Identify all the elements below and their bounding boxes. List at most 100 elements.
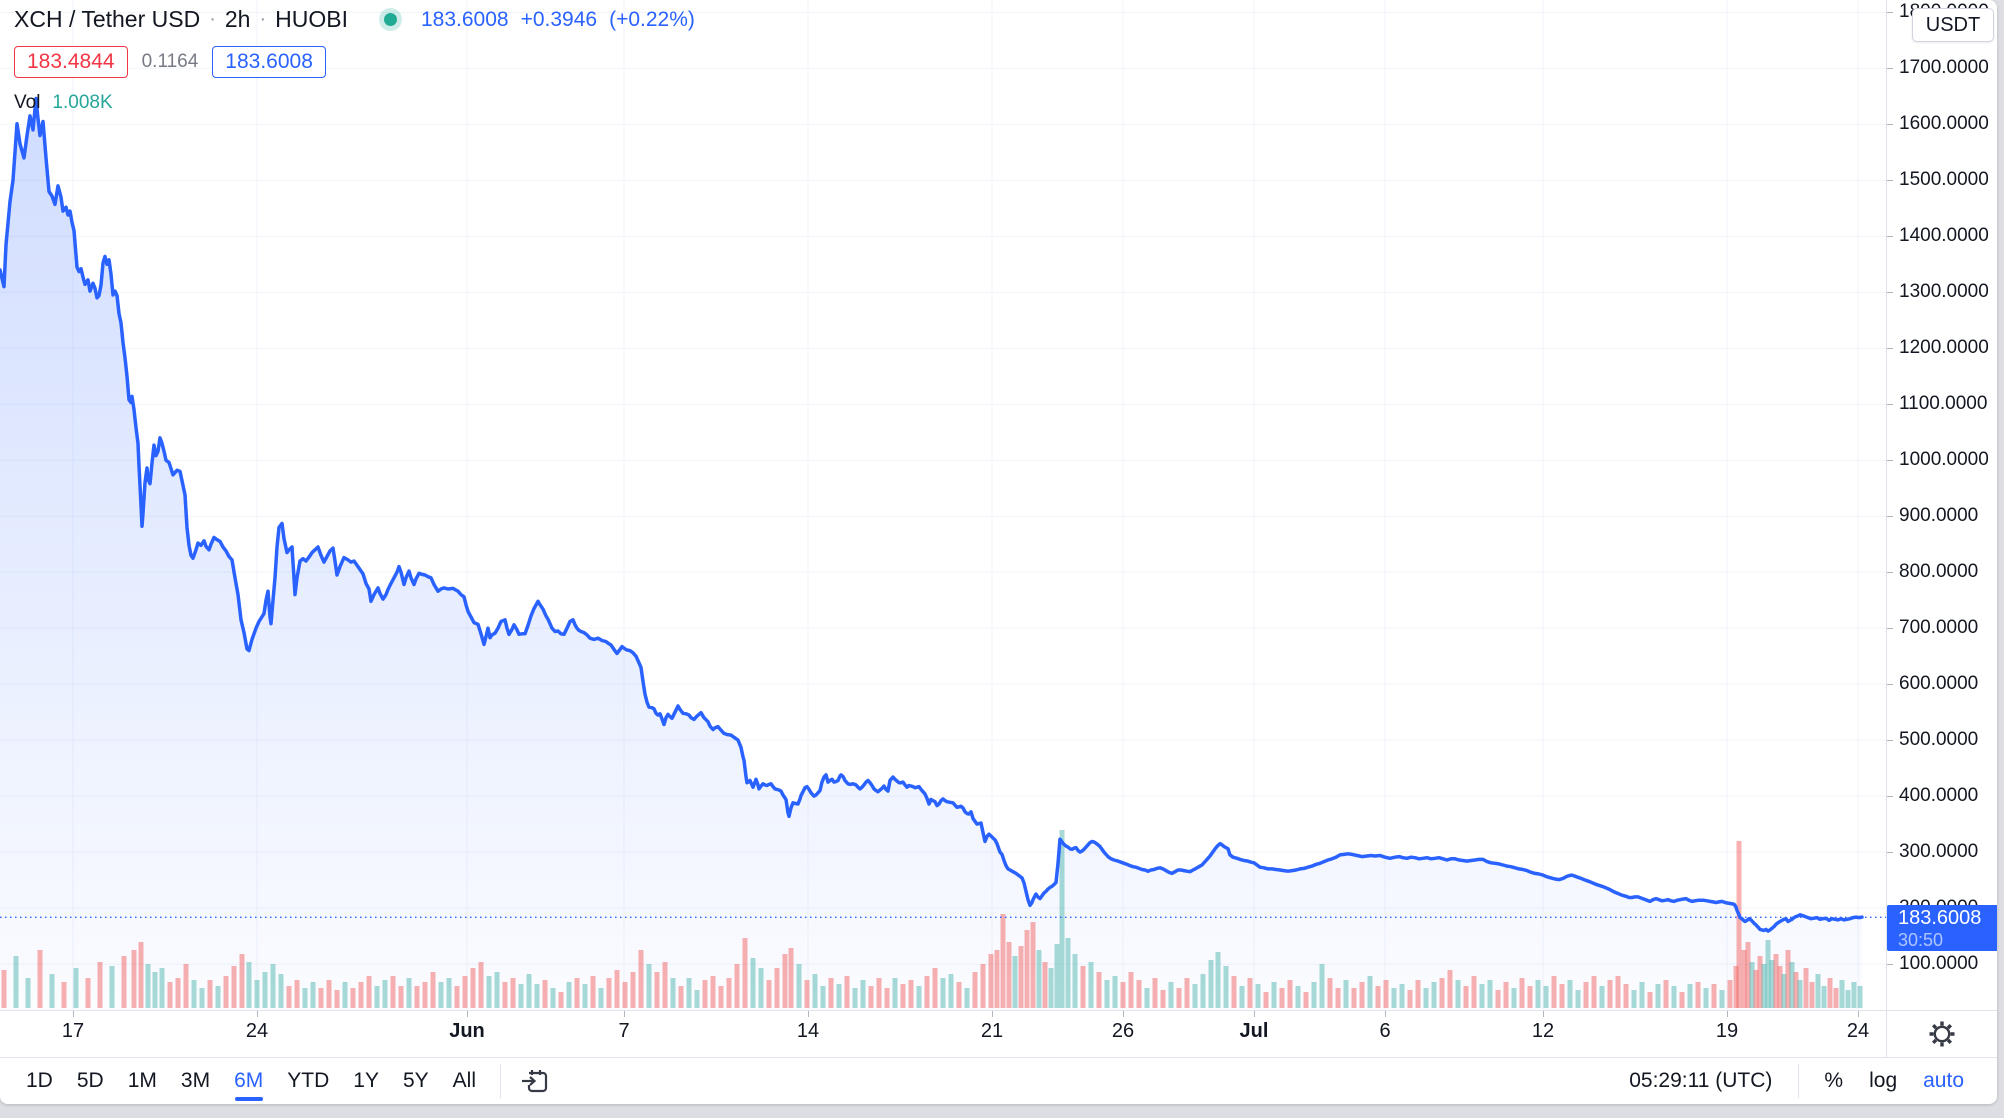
volume-bar (1120, 982, 1126, 1008)
volume-bar (1030, 922, 1036, 1008)
volume-bar (852, 988, 858, 1008)
last-price-tag-value: 183.6008 (1898, 907, 1982, 930)
volume-bar (382, 980, 388, 1008)
volume-bar (924, 976, 930, 1008)
volume-bar (1551, 976, 1557, 1008)
volume-bar (678, 986, 684, 1008)
volume-bar (334, 990, 340, 1008)
market-status-icon[interactable] (383, 13, 397, 26)
volume-bar (1703, 988, 1709, 1008)
time-axis-label: 7 (618, 1020, 630, 1042)
volume-bar (1809, 982, 1815, 1008)
volume-bar (294, 980, 300, 1008)
volume-bar (566, 982, 572, 1008)
price-axis-tick (1887, 684, 1893, 686)
exchange-label[interactable]: HUOBI (275, 6, 348, 32)
volume-bar (1655, 984, 1661, 1008)
buy-price-button[interactable]: 183.6008 (212, 46, 326, 78)
percent-scale-button[interactable]: % (1824, 1069, 1844, 1092)
price-axis[interactable]: 183.6008 30:50 1800.00001700.00001600.00… (1886, 0, 1997, 1010)
volume-bar (49, 974, 55, 1008)
go-to-date-button[interactable] (513, 1058, 557, 1104)
sell-price-button[interactable]: 183.4844 (14, 46, 128, 78)
chart-pane[interactable] (0, 0, 1886, 1010)
time-axis[interactable]: 17 24 Jun 7 14 21 26 Jul 6 12 19 24 (0, 1011, 1886, 1057)
volume-bar (1839, 980, 1845, 1008)
volume-bar (1112, 976, 1118, 1008)
volume-bar (1781, 974, 1787, 1008)
volume-bar (590, 976, 596, 1008)
volume-bar (1639, 982, 1645, 1008)
volume-bar (1080, 966, 1086, 1008)
volume-bar (932, 968, 938, 1008)
volume-bar (121, 956, 127, 1008)
volume-bar (758, 968, 764, 1008)
volume-bar (1615, 976, 1621, 1008)
volume-bar (828, 978, 834, 1008)
volume-bar (1761, 964, 1767, 1008)
range-button-3m[interactable]: 3M (180, 1069, 211, 1092)
volume-bar (1487, 980, 1493, 1008)
volume-bar (1773, 954, 1779, 1008)
range-button-1m[interactable]: 1M (127, 1069, 157, 1092)
log-scale-button[interactable]: log (1869, 1069, 1898, 1092)
volume-bar (366, 976, 372, 1008)
interval-label[interactable]: 2h (224, 6, 251, 32)
symbol-row: XCH / Tether USD · 2h · HUOBI 183.6008 +… (14, 6, 695, 33)
volume-bar (215, 986, 221, 1008)
volume-bar (462, 976, 468, 1008)
price-axis-tick (1887, 348, 1893, 350)
volume-bar (1793, 972, 1799, 1008)
volume-bar (836, 984, 842, 1008)
volume-bar (988, 954, 994, 1008)
gear-icon[interactable] (1926, 1018, 1958, 1050)
volume-bar (972, 972, 978, 1008)
volume-bar (1803, 968, 1809, 1008)
volume-label[interactable]: Vol (14, 92, 41, 113)
symbol-title[interactable]: XCH / Tether USD (14, 6, 201, 32)
range-button-all[interactable]: All (452, 1069, 476, 1092)
clock-utc[interactable]: 05:29:11 (UTC) (1629, 1069, 1773, 1092)
range-button-5d[interactable]: 5D (76, 1069, 104, 1092)
time-axis-tick (1858, 1011, 1859, 1017)
volume-bar (494, 972, 500, 1008)
volume-bar (726, 978, 732, 1008)
time-axis-label: Jun (449, 1020, 485, 1042)
range-button-ytd[interactable]: YTD (287, 1069, 330, 1092)
volume-bar (1239, 986, 1245, 1008)
range-button-1y[interactable]: 1Y (353, 1069, 379, 1092)
volume-bar (788, 948, 794, 1008)
time-axis-tick (1123, 1011, 1124, 1017)
volume-bar (318, 988, 324, 1008)
price-axis-label: 1500.0000 (1899, 169, 1989, 191)
volume-bar (812, 974, 818, 1008)
price-axis-tick (1887, 12, 1893, 14)
volume-bar (61, 982, 67, 1008)
volume-bar (1679, 992, 1685, 1008)
volume-bar (1591, 976, 1597, 1008)
bar-countdown: 30:50 (1898, 930, 1944, 951)
time-axis-tick (624, 1011, 625, 1017)
volume-bar (734, 964, 740, 1008)
time-axis-label: 6 (1379, 1020, 1391, 1042)
volume-bar (654, 972, 660, 1008)
range-button-1d[interactable]: 1D (26, 1069, 53, 1092)
volume-bar (1827, 978, 1833, 1008)
volume-bar (1535, 980, 1541, 1008)
time-axis-label: 12 (1531, 1020, 1555, 1042)
volume-bar (844, 976, 850, 1008)
range-button-5y[interactable]: 5Y (402, 1069, 429, 1092)
range-button-6m[interactable]: 6M (222, 1058, 275, 1104)
volume-bar (1749, 962, 1755, 1008)
currency-toggle-button[interactable]: USDT (1912, 8, 1994, 42)
volume-bar (1303, 992, 1309, 1008)
price-axis-tick (1887, 516, 1893, 518)
volume-bar (1753, 970, 1759, 1008)
volume-bar (470, 968, 476, 1008)
volume-bar (1575, 990, 1581, 1008)
auto-scale-button[interactable]: auto (1923, 1069, 1964, 1092)
volume-bar (892, 978, 898, 1008)
last-price: 183.6008 (420, 7, 509, 31)
quote-values: 183.6008 +0.3946 (+0.22%) (421, 8, 695, 32)
volume-bar (1088, 962, 1094, 1008)
